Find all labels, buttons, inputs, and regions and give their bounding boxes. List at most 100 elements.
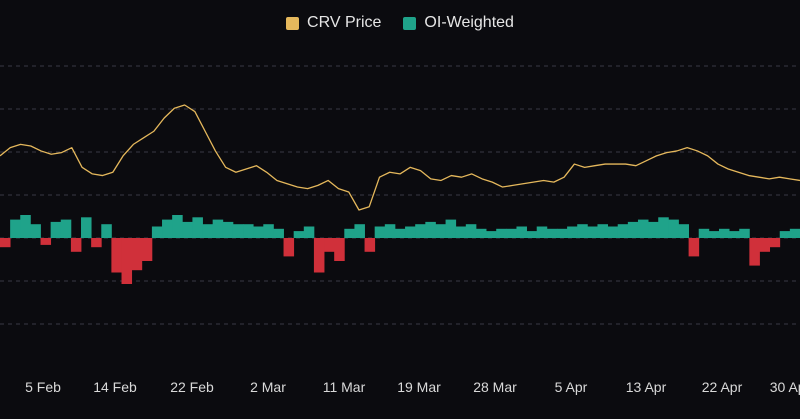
- x-tick-label: 14 Feb: [93, 379, 137, 395]
- oi-weighted-bar: [779, 231, 791, 238]
- oi-weighted-bar: [516, 226, 527, 238]
- legend-label-crv-price: CRV Price: [307, 14, 382, 31]
- oi-weighted-bar: [222, 221, 234, 238]
- oi-weighted-bar: [648, 221, 659, 238]
- oi-weighted-bar: [182, 221, 193, 238]
- oi-weighted-bar: [172, 215, 183, 238]
- oi-weighted-bar: [577, 224, 588, 238]
- legend-swatch-oi-weighted: [403, 16, 417, 30]
- legend-swatch-crv-price: [286, 16, 300, 30]
- oi-weighted-bar: [364, 238, 376, 252]
- oi-weighted-bar: [162, 219, 173, 238]
- oi-weighted-bar: [324, 238, 335, 252]
- oi-weighted-bar: [486, 231, 497, 238]
- oi-weighted-bar: [455, 226, 467, 238]
- oi-weighted-bar: [313, 238, 325, 273]
- oi-weighted-bar: [749, 238, 760, 266]
- oi-weighted-bar: [658, 217, 669, 238]
- x-tick-label: 2 Mar: [250, 379, 286, 395]
- oi-weighted-bar: [151, 226, 163, 238]
- oi-weighted-bar: [729, 231, 740, 238]
- oi-weighted-bar: [192, 217, 203, 238]
- oi-weighted-bar: [546, 228, 558, 238]
- oi-weighted-bar: [374, 226, 386, 238]
- oi-weighted-bar: [81, 217, 92, 238]
- oi-weighted-bar: [465, 224, 477, 238]
- oi-weighted-bar: [121, 238, 133, 284]
- oi-weighted-bar: [789, 228, 800, 238]
- oi-weighted-bar: [718, 228, 730, 238]
- oi-weighted-bar: [141, 238, 153, 261]
- oi-weighted-bar: [475, 228, 487, 238]
- x-tick-label: 5 Apr: [555, 379, 588, 395]
- oi-weighted-bar: [131, 238, 143, 271]
- oi-weighted-bar: [40, 238, 52, 245]
- x-tick-label: 5 Feb: [25, 379, 61, 395]
- oi-weighted-bar: [759, 238, 771, 252]
- oi-weighted-bar: [394, 228, 406, 238]
- oi-weighted-bar: [627, 221, 639, 238]
- oi-weighted-bar: [344, 228, 355, 238]
- oi-weighted-bar: [698, 228, 710, 238]
- oi-weighted-bar: [405, 226, 416, 238]
- oi-weighted-bar: [708, 231, 720, 238]
- oi-weighted-bar: [607, 226, 619, 238]
- oi-weighted-bar: [232, 224, 244, 238]
- x-tick-label: 22 Apr: [702, 379, 743, 395]
- oi-weighted-bar: [303, 226, 315, 238]
- legend: CRV Price OI-Weighted: [0, 14, 800, 32]
- oi-weighted-bar: [293, 231, 305, 238]
- oi-weighted-bar: [617, 224, 629, 238]
- oi-weighted-bar: [678, 224, 690, 238]
- oi-weighted-bar: [50, 221, 62, 238]
- crv-price-line: [0, 104, 800, 211]
- oi-weighted-bar: [10, 219, 21, 238]
- oi-weighted-bar: [202, 224, 214, 238]
- oi-weighted-bar: [637, 219, 649, 238]
- oi-weighted-bar: [567, 226, 578, 238]
- oi-weighted-bar: [354, 224, 365, 238]
- oi-weighted-bar: [91, 238, 102, 248]
- oi-weighted-bar: [445, 219, 457, 238]
- x-tick-label: 13 Apr: [626, 379, 667, 395]
- oi-weighted-bar: [334, 238, 345, 261]
- oi-weighted-bar: [769, 238, 781, 248]
- oi-weighted-bar: [30, 224, 41, 238]
- oi-weighted-bar: [70, 238, 82, 252]
- oi-weighted-bar: [60, 219, 72, 238]
- oi-weighted-bar: [556, 228, 568, 238]
- oi-weighted-bar: [263, 224, 274, 238]
- oi-weighted-bar: [212, 219, 224, 238]
- x-tick-label: 19 Mar: [397, 379, 441, 395]
- oi-weighted-bar: [435, 224, 446, 238]
- oi-weighted-bar: [597, 224, 608, 238]
- oi-weighted-bar: [536, 226, 548, 238]
- oi-weighted-bar: [0, 238, 11, 248]
- oi-weighted-bar: [587, 226, 598, 238]
- oi-weighted-bar: [20, 215, 31, 238]
- x-tick-label: 30 Apr: [770, 379, 800, 395]
- x-tick-label: 11 Mar: [323, 379, 366, 395]
- oi-weighted-bar: [111, 238, 122, 273]
- oi-weighted-bar: [273, 228, 284, 238]
- oi-weighted-bar: [425, 221, 436, 238]
- legend-item-crv-price[interactable]: CRV Price: [286, 14, 381, 32]
- legend-label-oi-weighted: OI-Weighted: [424, 14, 514, 31]
- oi-weighted-bar: [526, 231, 538, 238]
- oi-weighted-bar: [253, 226, 264, 238]
- oi-weighted-bar: [384, 224, 396, 238]
- oi-weighted-bar: [101, 224, 112, 238]
- oi-weighted-bar: [243, 224, 254, 238]
- legend-item-oi-weighted[interactable]: OI-Weighted: [403, 14, 514, 32]
- x-tick-label: 22 Feb: [170, 379, 214, 395]
- oi-weighted-bar: [506, 228, 517, 238]
- oi-weighted-bar: [668, 219, 679, 238]
- oi-weighted-bar: [496, 228, 507, 238]
- oi-weighted-bar: [739, 228, 750, 238]
- oi-weighted-bar: [415, 224, 426, 238]
- x-tick-label: 28 Mar: [473, 379, 517, 395]
- oi-weighted-bar: [283, 238, 295, 257]
- oi-weighted-bar: [688, 238, 700, 257]
